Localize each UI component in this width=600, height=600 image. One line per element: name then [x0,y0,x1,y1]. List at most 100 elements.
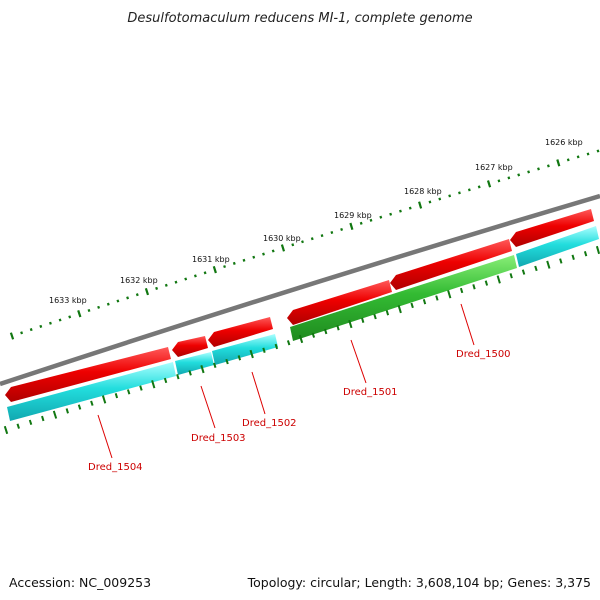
lower-major-tick [348,319,353,329]
scale-labels: 1626 kbp 1627 kbp 1628 kbp 1629 kbp 1630… [49,138,583,305]
scale-major-tick [212,265,217,274]
genome-title: Desulfotomaculum reducens MI-1, complete… [127,11,472,26]
lower-minor-tick [114,393,119,399]
scale-minor-tick [174,280,178,284]
scale-label-1628: 1628 kbp [404,187,442,196]
scale-minor-tick [379,215,383,219]
lower-minor-tick [422,299,427,305]
gene-dred-1502-forward[interactable] [208,317,273,347]
gene-label-dred-1501[interactable]: Dred_1501 [343,387,398,398]
reverse-strand-track [7,226,599,421]
scale-label-1633: 1633 kbp [49,296,87,305]
scale-minor-tick [438,197,442,201]
scale-minor-tick [155,286,159,290]
scale-major-tick [418,201,423,209]
scale-minor-tick [359,221,363,225]
lower-minor-tick [16,423,20,429]
scale-minor-tick [203,271,207,275]
gene-dred-1504-forward[interactable] [5,347,171,402]
scale-minor-tick [566,158,570,162]
gene-callouts [97,303,475,459]
lower-minor-tick [163,377,168,384]
lower-major-tick [397,305,402,314]
lower-major-tick [298,334,304,344]
scale-minor-tick [135,293,139,297]
scale-minor-tick [428,200,432,204]
gene-dred-1503-forward[interactable] [172,336,208,357]
lower-minor-tick [534,265,538,272]
scale-major-tick [486,180,492,188]
lower-minor-tick [361,317,365,323]
lower-major-tick [151,380,156,389]
scale-major-tick [144,287,150,296]
feature-dred-1504-reverse[interactable] [7,362,176,421]
lower-minor-tick [176,374,180,380]
scale-minor-tick [497,179,501,183]
scale-minor-tick [507,176,511,180]
scale-label-1630: 1630 kbp [263,234,301,243]
gene-label-dred-1504[interactable]: Dred_1504 [88,462,143,473]
lower-major-tick [200,365,205,374]
feature-dred-1503-reverse[interactable] [175,352,214,375]
lower-minor-tick [126,389,131,395]
scale-minor-tick [301,240,304,244]
scale-minor-tick [330,230,334,235]
scale-minor-tick [320,234,324,238]
lower-minor-tick [262,347,266,353]
scale-minor-tick [242,258,246,262]
scale-minor-tick [586,152,590,156]
forward-strand-track [5,209,594,402]
scale-minor-tick [369,218,373,222]
lower-minor-tick [90,400,94,406]
gene-dred-1501-forward[interactable] [287,280,392,325]
scale-minor-tick [448,194,452,198]
scale-minor-tick [68,315,72,319]
scale-track [9,149,600,340]
lower-minor-tick [509,273,513,279]
lower-major-tick [249,349,254,359]
lower-minor-tick [139,385,143,391]
lower-minor-tick [323,328,328,335]
scale-minor-tick [467,188,471,192]
lower-minor-tick [274,343,279,350]
gene-label-dred-1502[interactable]: Dred_1502 [242,418,297,429]
lower-major-tick [101,395,107,404]
scale-label-1629: 1629 kbp [334,211,372,220]
lower-minor-tick [77,404,82,410]
lower-minor-tick [41,415,45,422]
scale-minor-tick [576,155,580,159]
feature-dred-1500-reverse[interactable] [516,226,599,267]
scale-minor-tick [477,185,481,189]
lower-minor-tick [435,295,439,301]
scale-minor-tick [126,296,130,300]
scale-minor-tick [389,212,393,216]
gene-dred-1500-forward[interactable] [510,209,594,247]
feature-dred-1502-reverse[interactable] [212,334,278,365]
lower-minor-tick [286,340,291,346]
callout-line-dred-1503 [200,385,216,429]
lower-minor-tick [410,302,414,309]
callout-line-dred-1502 [251,371,266,415]
scale-major-tick [77,310,82,318]
lower-major-tick [3,425,9,435]
feature-dred-1501-reverse[interactable] [290,255,517,341]
scale-minor-tick [97,305,101,309]
scale-minor-tick [29,328,33,332]
genome-backbone [0,193,600,387]
scale-minor-tick [596,149,600,153]
gene-label-dred-1500[interactable]: Dred_1500 [456,349,511,360]
scale-minor-tick [458,191,461,195]
lower-major-tick [595,245,600,255]
lower-tick-track [3,245,600,435]
gene-dred-1500b-forward[interactable] [390,239,512,290]
scale-major-tick [349,222,354,231]
scale-minor-tick [537,167,540,171]
gene-label-dred-1503[interactable]: Dred_1503 [191,433,246,444]
lower-major-tick [447,290,452,299]
scale-minor-tick [184,277,188,281]
scale-major-tick [280,244,286,252]
scale-minor-tick [546,164,550,168]
lower-minor-tick [559,258,563,264]
